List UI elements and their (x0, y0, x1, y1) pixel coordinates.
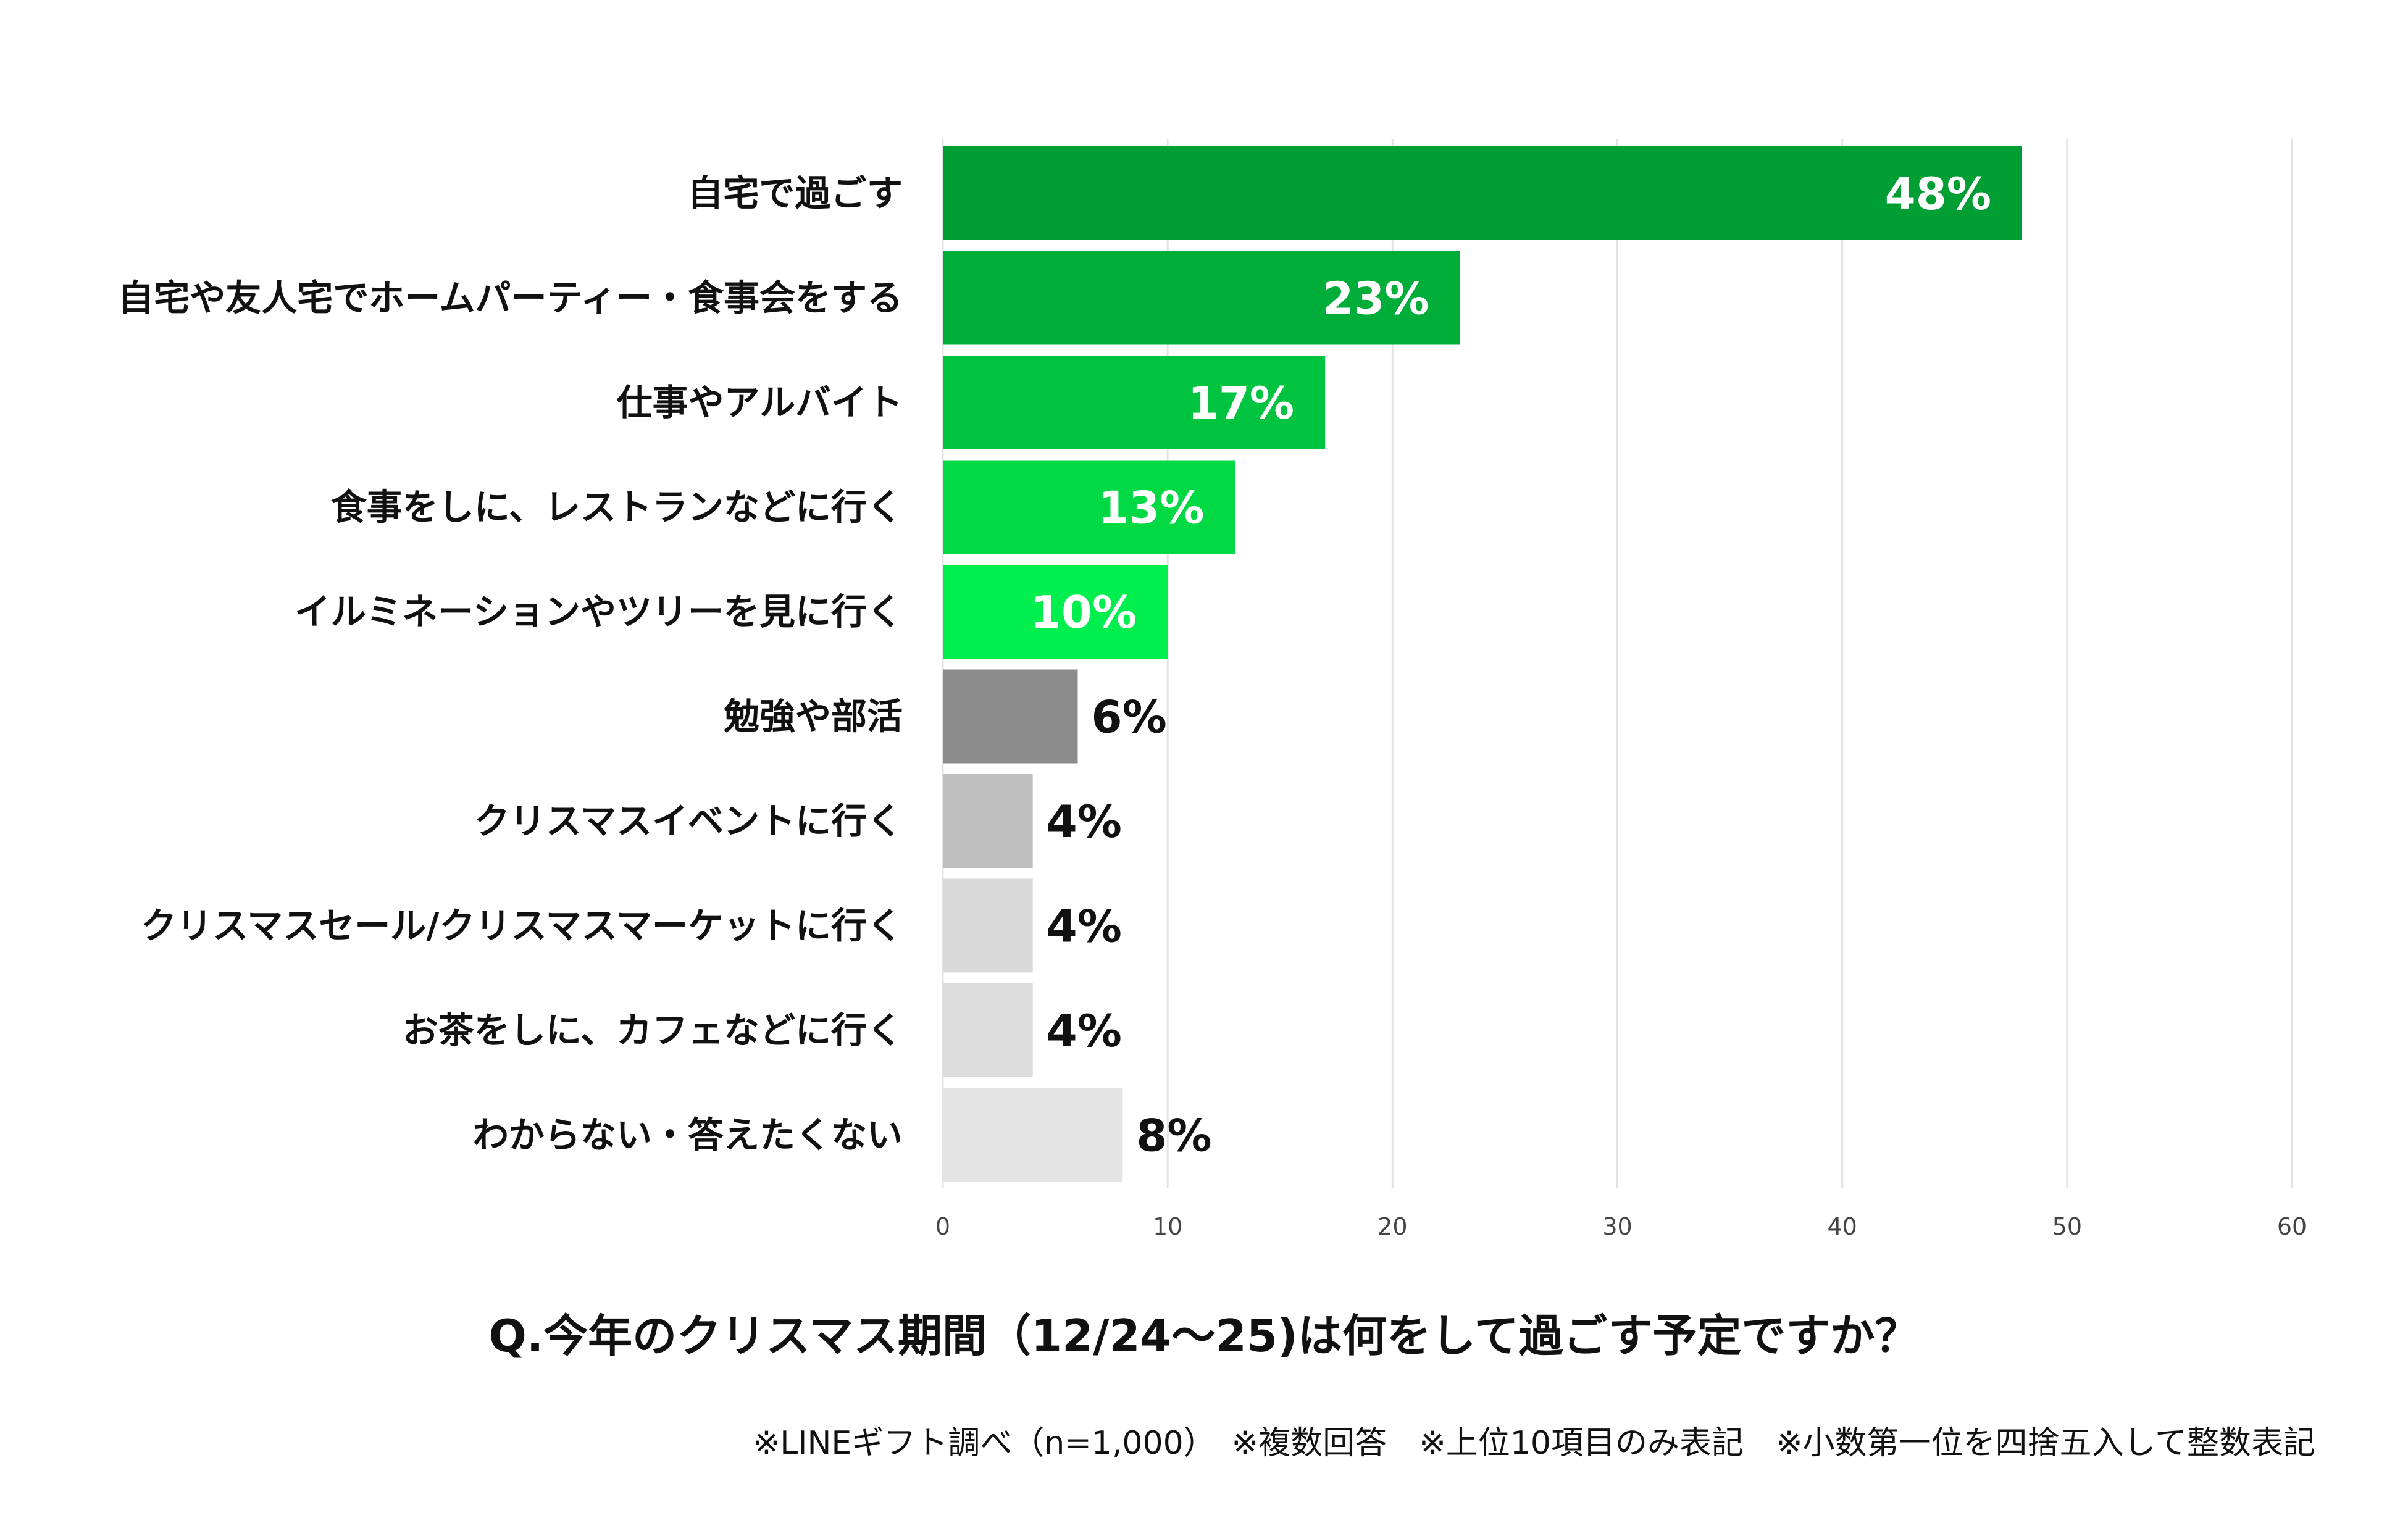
x-tick-label: 10 (1153, 1213, 1182, 1240)
value-labels: 48% 23% 17% 13% 10% 6% 4% 4% 4% 8% (1031, 168, 1991, 1162)
bar (943, 669, 1078, 764)
category-label: クリスマスセール/クリスマスマーケットに行く (141, 905, 903, 947)
bar (943, 460, 1235, 554)
bars (943, 146, 2022, 1182)
data-label: 48% (1885, 168, 1991, 220)
x-tick-label: 60 (2277, 1213, 2307, 1240)
data-label: 17% (1188, 377, 1294, 429)
x-tick-label: 40 (1827, 1213, 1857, 1240)
category-label: わからない・答えたくない (473, 1114, 903, 1156)
category-label: 勉強や部活 (724, 696, 903, 738)
x-tick-label: 20 (1377, 1213, 1407, 1240)
category-label: 食事をしに、レストランなどに行く (331, 486, 903, 528)
bar (943, 251, 1460, 345)
survey-note: ※LINEギフト調べ（n=1,000） ※複数回答 ※上位10項目のみ表記 ※小… (753, 1425, 2315, 1462)
bar (943, 878, 1033, 973)
bar (943, 983, 1033, 1077)
data-label: 13% (1098, 482, 1204, 534)
category-label: クリスマスイベントに行く (474, 800, 903, 842)
data-label: 4% (1047, 901, 1122, 953)
bar (943, 1088, 1123, 1182)
category-labels: 自宅で過ごす自宅や友人宅でホームパーティー・食事会をする仕事やアルバイト食事をし… (118, 172, 903, 1156)
x-tick-label: 50 (2052, 1213, 2082, 1240)
x-tick-label: 30 (1602, 1213, 1632, 1240)
bar (943, 565, 1168, 659)
category-label: 仕事やアルバイト (617, 382, 903, 423)
category-label: 自宅で過ごす (687, 172, 903, 214)
data-label: 23% (1323, 273, 1429, 325)
data-label: 4% (1047, 1005, 1122, 1057)
x-axis-ticks: 0 10 20 30 40 50 60 (935, 1213, 2307, 1240)
bar (943, 356, 1326, 449)
category-label: イルミネーションやツリーを見に行く (295, 591, 903, 633)
x-tick-label: 0 (935, 1213, 950, 1240)
data-label: 4% (1047, 796, 1122, 848)
category-label: 自宅や友人宅でホームパーティー・食事会をする (118, 277, 903, 319)
chart-question-title: Q.今年のクリスマス期間（12/24～25)は何をして過ごす予定ですか？ (488, 1310, 1920, 1362)
category-label: お茶をしに、カフェなどに行く (403, 1009, 903, 1051)
data-label: 10% (1031, 586, 1137, 638)
data-label: 6% (1092, 691, 1167, 743)
bar (943, 774, 1033, 868)
data-label: 8% (1136, 1110, 1211, 1162)
bar (943, 146, 2022, 240)
